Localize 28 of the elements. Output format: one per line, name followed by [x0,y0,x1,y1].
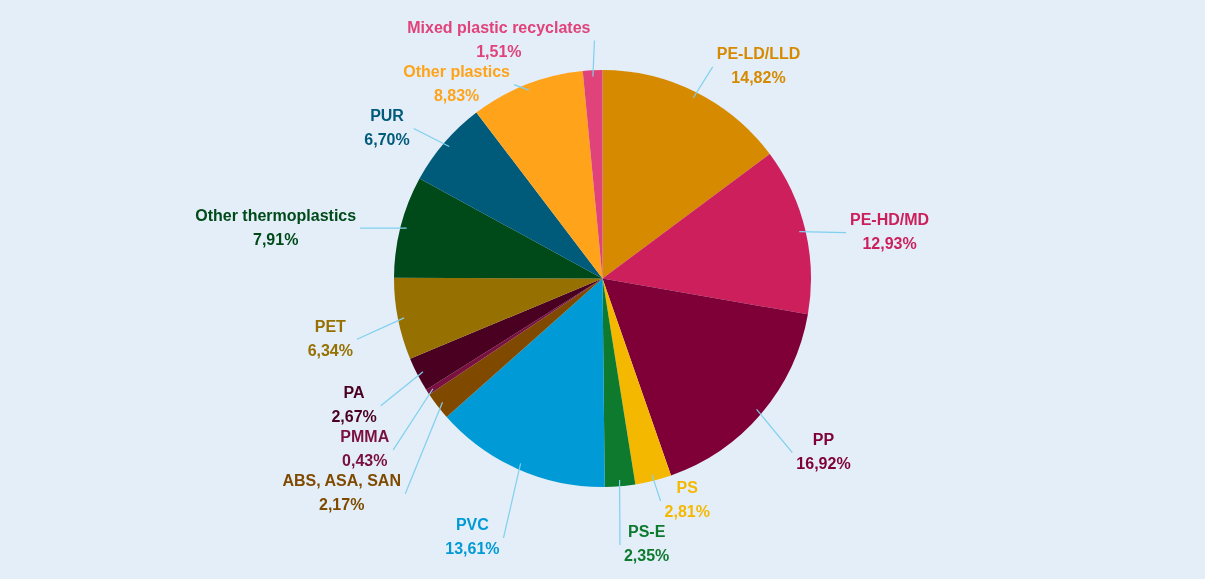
data-label: 0,43% [342,452,388,470]
slice-label: PS-E [627,523,666,541]
slice-label: PE-HD/MD [849,211,930,229]
slice-label: PMMA [340,428,390,446]
slice-label: PVC [455,516,490,534]
data-label: 13,61% [445,540,500,558]
data-label: 6,70% [364,130,410,148]
slice-label: PP [812,430,835,448]
slice-label: Mixed plastic recyclates [407,18,591,36]
data-label: 8,83% [433,86,480,104]
data-label: 1,51% [476,42,522,60]
data-label: 2,35% [623,547,670,565]
data-label: 6,34% [307,341,354,359]
slice-label: PET [314,317,347,335]
data-label: 7,91% [252,230,299,248]
data-label: 2,17% [319,496,365,514]
slice-label: ABS, ASA, SAN [282,472,401,490]
data-label: 12,93% [862,235,917,253]
data-label: 2,67% [331,408,377,426]
slice-label: PA [343,384,366,402]
slice-label: Other thermoplastics [195,206,357,224]
slice-label: Other plastics [403,62,511,80]
data-label: 14,82% [731,69,786,87]
data-label: 2,81% [664,503,710,521]
data-label: 16,92% [796,454,851,472]
slice-label: PUR [370,106,405,124]
slice-label: PE-LD/LLD [716,45,801,63]
slice-label: PS [676,479,699,497]
